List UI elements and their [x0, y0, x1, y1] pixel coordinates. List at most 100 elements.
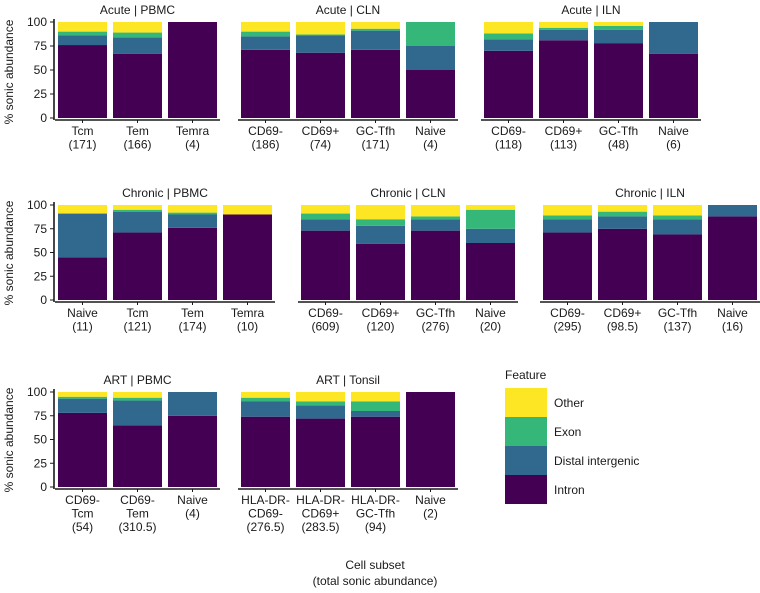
legend-label-exon: Exon	[554, 425, 581, 439]
bar-art-pbmc-naive-4-intron	[168, 415, 217, 487]
facet-title-art-pbmc: ART | PBMC	[103, 373, 171, 387]
bar-art-pbmc-cd69-tcm-54-intron	[58, 412, 107, 487]
bar-art-pbmc-cd69-tem-310-5-other	[113, 392, 162, 398]
bar-acute-pbmc-tem-166-intron	[113, 53, 162, 118]
x-tick-label-acute-cln-cd69-186: CD69-(186)	[248, 124, 283, 152]
y-tick-label-row3-25: 25	[34, 456, 48, 470]
bar-art-tonsil-hla-dr-gc-tfh-94-exon	[351, 401, 400, 411]
y-axis-title-row1: % sonic abundance	[2, 19, 16, 124]
bar-acute-pbmc-tem-166-distal-intergenic	[113, 37, 162, 54]
bar-acute-cln-cd69-74-exon	[296, 34, 345, 36]
legend-label-distal-intergenic: Distal intergenic	[554, 454, 639, 468]
x-tick-label-chronic-pbmc-tcm-121: Tcm (121)	[123, 306, 151, 334]
bar-acute-cln-naive-4-intron	[406, 70, 455, 118]
facet-chronic-pbmc: Chronic | PBMC Naive (11) Tcm (121) Tem (174) T…	[27, 186, 275, 334]
bar-chronic-pbmc-tcm-121-exon	[113, 209, 162, 212]
x-tick-label-acute-pbmc-tem-166: Tem (166)	[123, 124, 151, 152]
bar-chronic-iln-cd69-295-other	[543, 205, 592, 216]
x-tick-label-art-pbmc-cd69-tem-310-5: CD69-Tem (310.5)	[118, 493, 156, 534]
y-tick-label-row2-50: 50	[34, 246, 48, 260]
bar-acute-cln-gc-tfh-171-intron	[351, 49, 400, 119]
bar-acute-iln-gc-tfh-48-intron	[594, 43, 643, 119]
x-tick-label-art-tonsil-hla-dr-cd69-276-5: HLA-DR-CD69-(276.5)	[241, 493, 290, 534]
bar-acute-cln-cd69-186-other	[241, 22, 290, 32]
y-axis-title-row3: % sonic abundance	[2, 387, 16, 492]
bar-chronic-pbmc-naive-11-distal-intergenic	[58, 213, 107, 258]
legend-key-other	[505, 388, 547, 417]
bar-art-pbmc-cd69-tcm-54-exon	[58, 396, 107, 399]
bar-acute-cln-cd69-186-intron	[241, 49, 290, 119]
y-tick-label-row1-75: 75	[34, 39, 48, 53]
y-tick-label-row2-75: 75	[34, 222, 48, 236]
bar-acute-cln-cd69-74-other	[296, 22, 345, 35]
legend: Feature Other Exon Distal intergenic Int…	[505, 368, 639, 504]
bar-acute-cln-cd69-186-distal-intergenic	[241, 36, 290, 50]
bar-art-tonsil-hla-dr-cd69-276-5-distal-intergenic	[241, 401, 290, 417]
bar-chronic-cln-cd69-609-distal-intergenic	[301, 219, 350, 231]
bar-acute-iln-cd69-118-distal-intergenic	[484, 39, 533, 51]
bar-chronic-iln-cd69-98-5-exon	[598, 211, 647, 217]
bar-chronic-pbmc-tcm-121-other	[113, 205, 162, 210]
facet-chronic-cln: Chronic | CLN CD69-(609) CD69+ (120) GC-Tfh(…	[298, 186, 518, 334]
y-tick-label-row3-50: 50	[34, 433, 48, 447]
x-tick-label-chronic-cln-cd69-120: CD69+ (120)	[362, 306, 400, 334]
bar-art-pbmc-naive-4-distal-intergenic	[168, 392, 217, 416]
bar-acute-pbmc-tem-166-other	[113, 22, 162, 33]
x-tick-label-art-tonsil-hla-dr-cd69-283-5: HLA-DR-CD69+ (283.5)	[296, 493, 345, 534]
bar-art-tonsil-hla-dr-cd69-283-5-intron	[296, 418, 345, 487]
bar-chronic-cln-gc-tfh-276-exon	[411, 216, 460, 220]
facet-title-acute-cln: Acute | CLN	[316, 3, 380, 17]
bar-acute-cln-cd69-74-distal-intergenic	[296, 35, 345, 53]
bar-chronic-cln-naive-20-intron	[466, 243, 515, 300]
bar-acute-pbmc-tcm-171-other	[58, 22, 107, 32]
facet-title-art-tonsil: ART | Tonsil	[316, 373, 380, 387]
x-tick-label-acute-cln-gc-tfh-171: GC-Tfh (171)	[356, 124, 395, 152]
facet-title-chronic-cln: Chronic | CLN	[370, 186, 445, 200]
x-axis-title-line1: Cell subset	[345, 558, 405, 572]
bar-acute-pbmc-tem-166-exon	[113, 32, 162, 38]
bar-art-tonsil-hla-dr-gc-tfh-94-distal-intergenic	[351, 411, 400, 417]
bar-chronic-pbmc-naive-11-intron	[58, 257, 107, 300]
bar-acute-iln-cd69-118-intron	[484, 50, 533, 118]
x-tick-label-art-pbmc-cd69-tcm-54: CD69-Tcm (54)	[65, 493, 100, 534]
x-tick-label-acute-pbmc-tcm-171: Tcm (171)	[68, 124, 96, 152]
x-tick-label-acute-iln-cd69-118: CD69-(118)	[491, 124, 526, 152]
bar-acute-iln-cd69-113-intron	[539, 40, 588, 118]
y-tick-label-row2-25: 25	[34, 269, 48, 283]
bar-acute-iln-cd69-113-exon	[539, 27, 588, 30]
y-tick-label-row3-100: 100	[27, 385, 47, 399]
bar-chronic-iln-naive-16-distal-intergenic	[708, 205, 757, 217]
legend-key-exon	[505, 417, 547, 446]
bar-chronic-pbmc-tcm-121-intron	[113, 232, 162, 300]
bar-art-pbmc-cd69-tcm-54-distal-intergenic	[58, 398, 107, 413]
bar-acute-iln-naive-6-distal-intergenic	[649, 22, 698, 54]
bar-art-tonsil-hla-dr-cd69-283-5-other	[296, 392, 345, 402]
bar-art-tonsil-naive-2-intron	[406, 392, 455, 487]
bar-chronic-iln-gc-tfh-137-distal-intergenic	[653, 219, 702, 235]
bar-chronic-cln-gc-tfh-276-intron	[411, 230, 460, 300]
facet-art-pbmc: ART | PBMC CD69-Tcm (54) CD69-Tem (310.5) Nai…	[27, 373, 220, 534]
facet-acute-cln: Acute | CLN CD69-(186) CD69+ (74) GC-Tfh (171…	[238, 3, 458, 152]
x-tick-label-art-tonsil-naive-2: Naive (2)	[415, 493, 446, 521]
bar-acute-cln-cd69-74-intron	[296, 52, 345, 118]
y-tick-label-row3-0: 0	[40, 480, 47, 494]
bar-chronic-iln-cd69-98-5-intron	[598, 228, 647, 300]
y-tick-label-row1-100: 100	[27, 15, 47, 29]
bar-acute-pbmc-tcm-171-exon	[58, 31, 107, 36]
bar-acute-pbmc-tcm-171-intron	[58, 45, 107, 118]
bar-chronic-pbmc-temra-10-other	[223, 205, 272, 215]
x-tick-label-chronic-iln-gc-tfh-137: GC-Tfh (137)	[658, 306, 697, 334]
bar-art-pbmc-cd69-tem-310-5-exon	[113, 397, 162, 401]
x-tick-label-acute-cln-cd69-74: CD69+ (74)	[302, 124, 340, 152]
bar-chronic-cln-cd69-120-intron	[356, 243, 405, 300]
bar-chronic-cln-gc-tfh-276-distal-intergenic	[411, 219, 460, 231]
bar-chronic-cln-cd69-609-other	[301, 205, 350, 214]
bar-art-pbmc-cd69-tcm-54-other	[58, 392, 107, 397]
bar-chronic-pbmc-tcm-121-distal-intergenic	[113, 211, 162, 233]
x-tick-label-acute-cln-naive-4: Naive (4)	[415, 124, 446, 152]
bar-acute-iln-gc-tfh-48-other	[594, 22, 643, 26]
bar-acute-iln-cd69-118-exon	[484, 33, 533, 40]
bar-chronic-iln-cd69-295-distal-intergenic	[543, 219, 592, 233]
bar-acute-iln-cd69-113-other	[539, 22, 588, 28]
